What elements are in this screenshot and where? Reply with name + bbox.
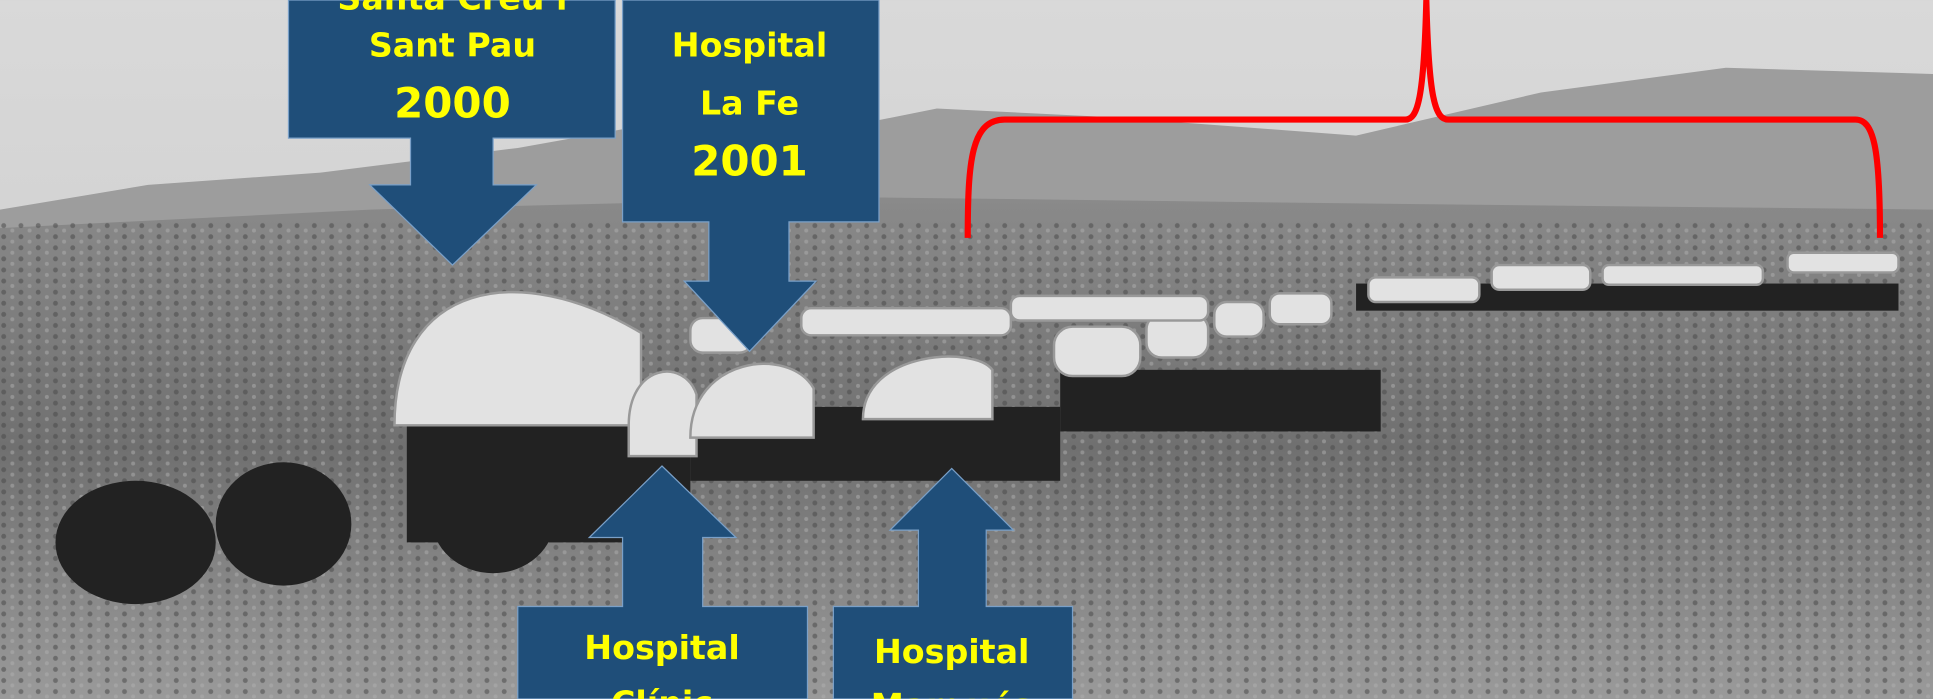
callout-box [621,0,880,353]
bracket [964,0,1884,238]
callout-year: 2001 [691,136,808,185]
callout-line: Clínic [611,684,713,699]
callout: Hospital Marqués [832,467,1074,699]
callout: Santa Creu i Sant Pau 2000 [287,0,616,266]
callout-box [832,467,1074,699]
callout-box [287,0,616,266]
callout-line: La Fe [700,83,799,122]
callout-year: 2000 [394,79,511,128]
callout-line: Sant Pau [369,25,536,64]
callout: Hospital Clínic [517,465,809,699]
callout-line: Santa Creu i [337,0,567,18]
callout-line: Hospital [874,632,1029,671]
callout: Hospital La Fe 2001 [621,0,880,353]
callout-line: Hospital [672,25,827,64]
callout-line: Hospital [584,628,739,667]
callout-box [517,465,809,699]
callout-line: Marqués [871,686,1033,699]
